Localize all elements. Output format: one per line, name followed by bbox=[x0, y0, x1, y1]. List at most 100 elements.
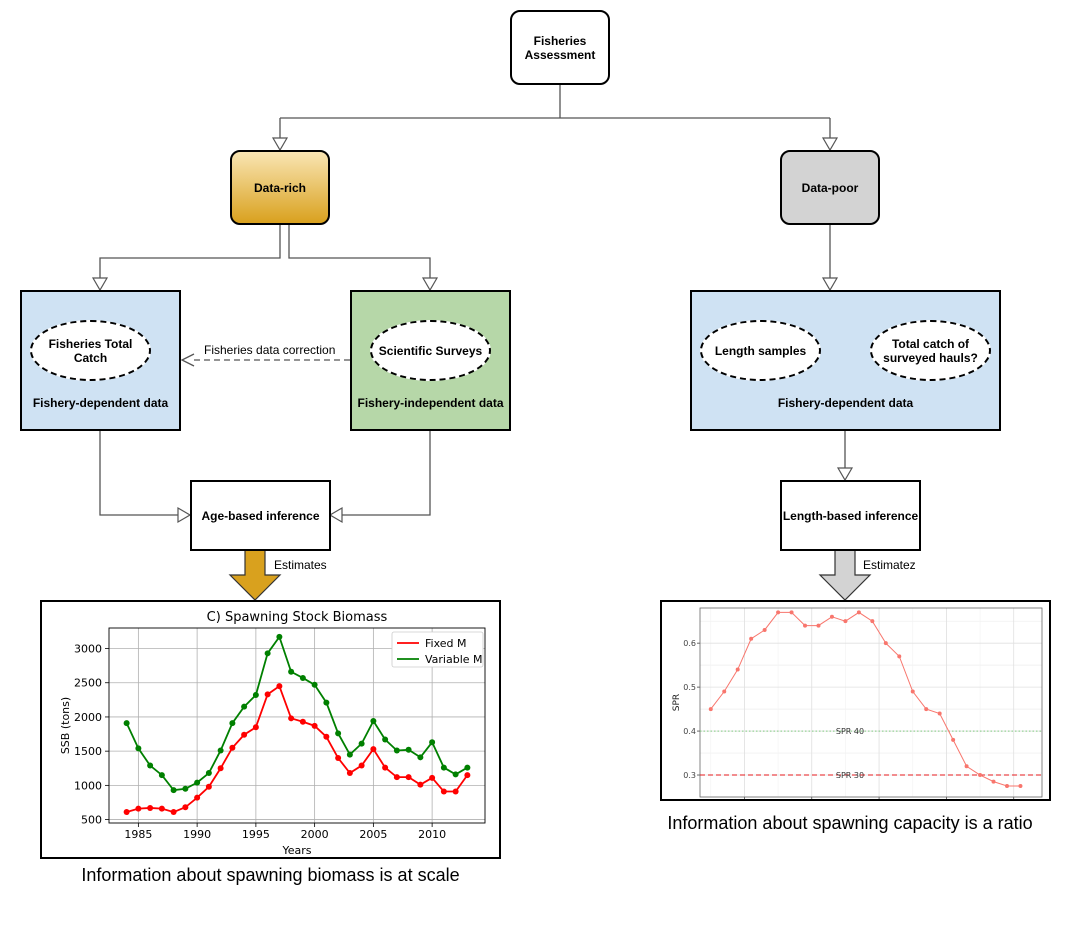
ssb-point bbox=[311, 722, 318, 729]
spr-point bbox=[870, 619, 875, 624]
spr-point bbox=[951, 737, 956, 742]
arrowhead-correction bbox=[180, 353, 195, 367]
ssb-point bbox=[217, 747, 224, 754]
ssb-tick-label-x: 2010 bbox=[418, 828, 446, 841]
ssb-point bbox=[252, 724, 259, 731]
spr-point bbox=[762, 627, 767, 632]
ssb-point bbox=[405, 774, 412, 781]
spr-chart-frame: 0.3 0.4 0.5 0.6 SPR 40 SPR 30 SPR bbox=[660, 600, 1051, 801]
ssb-point bbox=[194, 794, 201, 801]
ssb-tick-label-y: 2000 bbox=[74, 711, 102, 724]
label-fishery-dependent-right: Fishery-dependent data bbox=[777, 396, 914, 410]
ssb-point bbox=[252, 692, 259, 699]
ssb-point bbox=[323, 699, 330, 706]
ssb-point bbox=[194, 779, 201, 786]
arrowhead-length bbox=[836, 467, 854, 482]
spr-point bbox=[1018, 784, 1023, 789]
ssb-point bbox=[440, 764, 447, 771]
spr-point bbox=[937, 711, 942, 716]
estimates-arrow-gray bbox=[818, 549, 872, 601]
spr-point bbox=[978, 773, 983, 778]
spr-point bbox=[924, 707, 929, 712]
ssb-point bbox=[382, 736, 389, 743]
arrowhead-data-poor bbox=[821, 137, 839, 152]
edge-dependent-to-age bbox=[99, 430, 178, 516]
ssb-tick-label-y: 1500 bbox=[74, 745, 102, 758]
arrowhead-age-left bbox=[177, 506, 192, 524]
ssb-point bbox=[358, 762, 365, 769]
ssb-tick-label-x: 1990 bbox=[183, 828, 211, 841]
spr-point bbox=[964, 764, 969, 769]
spr-tick-label-y: 0.5 bbox=[683, 683, 696, 692]
ssb-tick-label-x: 2005 bbox=[359, 828, 387, 841]
ssb-point bbox=[229, 744, 236, 751]
node-fisheries-assessment: Fisheries Assessment bbox=[510, 10, 610, 85]
ssb-point bbox=[382, 764, 389, 771]
node-fisheries-assessment-label: Fisheries Assessment bbox=[524, 33, 596, 62]
ellipse-surveyed-hauls: Total catch of surveyed hauls? bbox=[870, 320, 991, 381]
ssb-point bbox=[135, 805, 142, 812]
spr-y-axis-label: SPR bbox=[672, 694, 682, 711]
ssb-point bbox=[123, 720, 130, 727]
edge-root-to-split bbox=[279, 85, 831, 138]
node-data-rich-label: Data-rich bbox=[253, 180, 306, 195]
node-length-based-inference-label: Length-based inference bbox=[782, 508, 919, 523]
ssb-point bbox=[264, 650, 271, 657]
ssb-tick-label-y: 2500 bbox=[74, 677, 102, 690]
ssb-point bbox=[323, 733, 330, 740]
spr-chart: 0.3 0.4 0.5 0.6 SPR 40 SPR 30 SPR bbox=[672, 607, 1043, 799]
ssb-point bbox=[440, 788, 447, 795]
spr-point bbox=[883, 641, 888, 646]
ssb-point bbox=[452, 788, 459, 795]
ssb-point bbox=[276, 683, 283, 690]
ssb-point bbox=[288, 715, 295, 722]
arrowhead-age-right bbox=[328, 506, 343, 524]
ssb-point bbox=[335, 755, 342, 761]
edge-label-correction: Fisheries data correction bbox=[203, 343, 337, 357]
ssb-tick-label-x: 1985 bbox=[124, 828, 152, 841]
arrowhead-data-rich bbox=[271, 137, 289, 152]
ssb-point bbox=[417, 781, 424, 788]
ssb-x-axis-label: Years bbox=[281, 844, 311, 857]
ssb-chart: 1985 1990 1995 2000 2005 2010 500 1000 1500 2000 2… bbox=[59, 610, 486, 857]
ssb-point bbox=[229, 720, 236, 727]
ssb-legend-label: Fixed M bbox=[425, 637, 467, 650]
spr-tick-label-y: 0.4 bbox=[683, 727, 696, 736]
node-data-poor: Data-poor bbox=[780, 150, 880, 225]
ellipse-scientific-surveys-label: Scientific Surveys bbox=[378, 343, 483, 358]
spr-point bbox=[789, 610, 794, 615]
ssb-point bbox=[182, 804, 189, 811]
label-fishery-independent: Fishery-independent data bbox=[357, 396, 504, 410]
ssb-point bbox=[417, 754, 424, 761]
spr-tick-label-y: 0.3 bbox=[683, 771, 696, 780]
edge-label-estimates-right: Estimatez bbox=[863, 558, 916, 572]
node-data-rich: Data-rich bbox=[230, 150, 330, 225]
ssb-point bbox=[205, 783, 212, 790]
arrowhead-independent bbox=[421, 277, 439, 292]
ssb-point bbox=[158, 772, 165, 779]
spr-point bbox=[708, 707, 713, 712]
arrowhead-dependent-right bbox=[821, 277, 839, 292]
ssb-point bbox=[335, 730, 342, 737]
node-age-based-inference-label: Age-based inference bbox=[201, 508, 320, 523]
ssb-tick-label-y: 1000 bbox=[74, 779, 102, 792]
ssb-point bbox=[346, 751, 353, 758]
edge-label-estimates-left: Estimates bbox=[274, 558, 327, 572]
ssb-point bbox=[205, 770, 212, 777]
ssb-point bbox=[370, 746, 377, 753]
ellipse-fisheries-total-catch: Fisheries Total Catch bbox=[30, 320, 151, 381]
spr-series-line bbox=[710, 611, 1021, 787]
spr-point bbox=[735, 667, 740, 672]
ssb-point bbox=[464, 764, 471, 771]
ssb-point bbox=[288, 668, 295, 675]
ssb-chart-frame: 1985 1990 1995 2000 2005 2010 500 1000 1500 2000 2… bbox=[40, 600, 501, 859]
spr-point bbox=[910, 689, 915, 694]
spr-point bbox=[843, 619, 848, 624]
ssb-point bbox=[241, 731, 248, 738]
ssb-point bbox=[158, 805, 165, 812]
ssb-point bbox=[405, 746, 412, 753]
ssb-point bbox=[299, 674, 306, 681]
ellipse-scientific-surveys: Scientific Surveys bbox=[370, 320, 491, 381]
ssb-point bbox=[393, 774, 400, 781]
ssb-chart-title: C) Spawning Stock Biomass bbox=[207, 610, 388, 625]
